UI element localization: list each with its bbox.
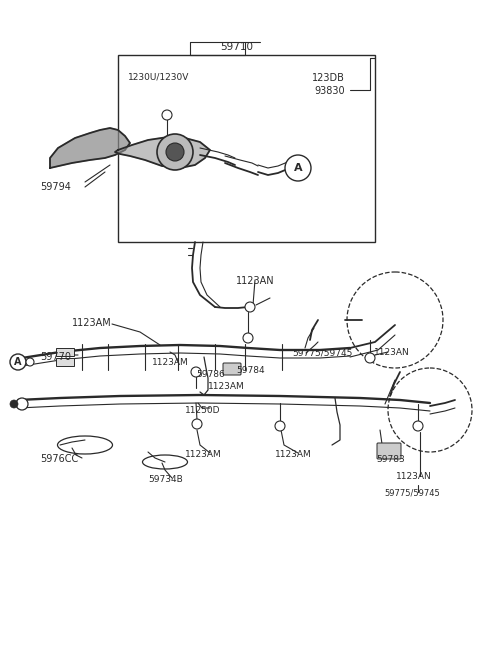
Text: 1123AM: 1123AM: [185, 450, 222, 459]
Text: 5976CC: 5976CC: [40, 454, 78, 464]
Circle shape: [388, 368, 472, 452]
Text: 1230U/1230V: 1230U/1230V: [128, 73, 190, 82]
Circle shape: [26, 358, 34, 366]
Text: A: A: [14, 357, 22, 367]
FancyBboxPatch shape: [223, 363, 241, 375]
FancyBboxPatch shape: [377, 443, 401, 459]
Circle shape: [243, 333, 253, 343]
Text: 1123AN: 1123AN: [236, 276, 275, 286]
Text: 59784: 59784: [236, 366, 264, 375]
Circle shape: [10, 354, 26, 370]
Bar: [56, 348, 74, 356]
Bar: [118, 55, 375, 242]
Text: 59786: 59786: [196, 370, 225, 379]
Text: 1123AM: 1123AM: [72, 318, 112, 328]
Text: 59783: 59783: [376, 455, 405, 464]
Circle shape: [10, 400, 18, 408]
Circle shape: [285, 155, 311, 181]
Bar: [56, 358, 74, 366]
Text: 1123AN: 1123AN: [374, 348, 410, 357]
Circle shape: [347, 272, 443, 368]
Text: 123DB: 123DB: [312, 73, 345, 83]
Polygon shape: [115, 137, 210, 168]
Circle shape: [275, 421, 285, 431]
Text: 59710: 59710: [220, 42, 253, 52]
Circle shape: [157, 134, 193, 170]
Text: 59794: 59794: [40, 182, 71, 192]
Circle shape: [365, 353, 375, 363]
Text: 59734B: 59734B: [148, 475, 183, 484]
Text: 59775/59745: 59775/59745: [292, 348, 352, 357]
Text: 1123AM: 1123AM: [152, 358, 189, 367]
Circle shape: [162, 110, 172, 120]
Circle shape: [191, 367, 201, 377]
Circle shape: [166, 143, 184, 161]
Circle shape: [413, 421, 423, 431]
Text: 59775/59745: 59775/59745: [384, 488, 440, 497]
Text: 93830: 93830: [314, 86, 345, 96]
Text: 11250D: 11250D: [185, 406, 220, 415]
Circle shape: [16, 398, 28, 410]
Circle shape: [245, 302, 255, 312]
Polygon shape: [50, 128, 130, 168]
Text: 59770: 59770: [40, 352, 71, 362]
Text: 1123AN: 1123AN: [396, 472, 432, 481]
Text: 1123AM: 1123AM: [275, 450, 312, 459]
Text: A: A: [294, 163, 302, 173]
Circle shape: [192, 419, 202, 429]
Text: 1123AM: 1123AM: [208, 382, 245, 391]
